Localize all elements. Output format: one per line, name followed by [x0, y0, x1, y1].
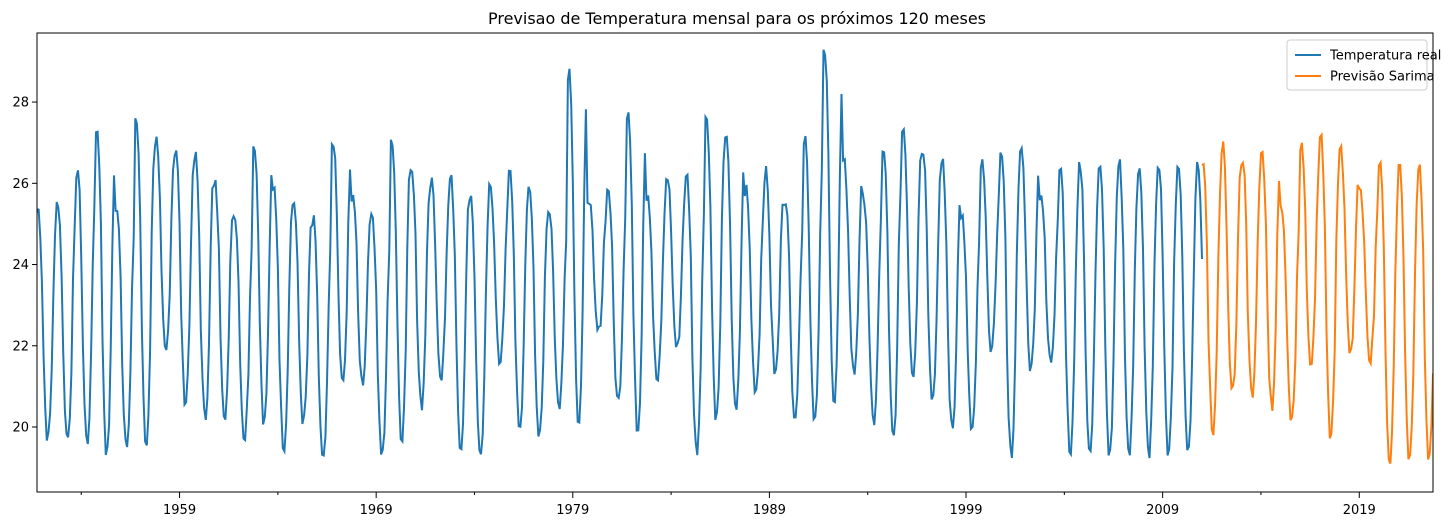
x-tick-label: 1959 — [163, 503, 196, 518]
x-tick-label: 1969 — [360, 503, 393, 518]
axes: 20 22 24 26 28 1959 1969 1979 1989 1999 2009 2019 — [12, 32, 1434, 518]
x-tick-label: 1989 — [753, 503, 786, 518]
x-tick-label: 2009 — [1146, 503, 1179, 518]
y-tick-label: 26 — [12, 177, 29, 192]
y-tick-label: 20 — [12, 421, 29, 436]
x-tick-label: 2019 — [1343, 503, 1376, 518]
series-line-0 — [37, 49, 1203, 459]
legend: Temperatura real Previsão Sarima — [1286, 39, 1441, 91]
x-tick-label: 1999 — [949, 503, 982, 518]
series-line-1 — [1201, 131, 1433, 464]
plot-area — [37, 49, 1433, 464]
y-tick-label: 28 — [12, 96, 29, 111]
chart-title: Previsao de Temperatura mensal para os p… — [488, 9, 986, 28]
legend-box — [1286, 39, 1428, 91]
y-tick-label: 22 — [12, 339, 29, 354]
legend-label: Previsão Sarima — [1330, 70, 1435, 85]
x-tick-label: 1979 — [556, 503, 589, 518]
plot-frame — [36, 32, 1434, 493]
legend-label: Temperatura real — [1329, 49, 1441, 64]
y-tick-label: 24 — [12, 258, 29, 273]
